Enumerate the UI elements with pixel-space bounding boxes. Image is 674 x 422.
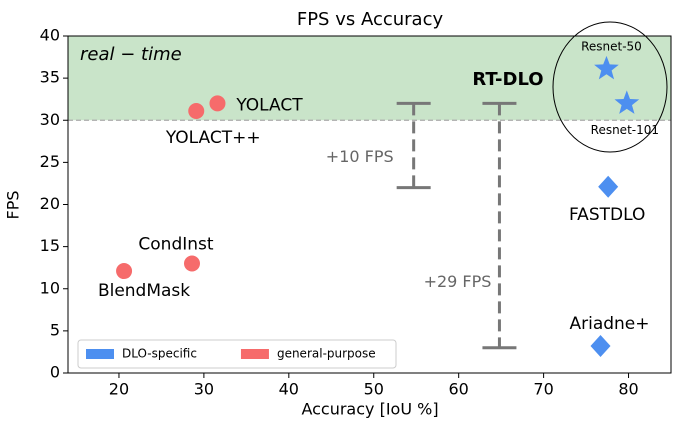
x-tick-label: 20 bbox=[109, 380, 129, 399]
fps-gain-bar bbox=[396, 101, 431, 190]
legend-swatch bbox=[86, 349, 114, 359]
circle-point bbox=[183, 255, 200, 272]
fps-gain-bar bbox=[482, 101, 517, 350]
point-label: YOLACT bbox=[235, 95, 303, 115]
y-tick-label: 20 bbox=[40, 194, 60, 213]
y-tick-label: 10 bbox=[40, 278, 60, 297]
legend-label: general-purpose bbox=[277, 347, 376, 361]
point-label: CondInst bbox=[138, 234, 213, 254]
gain-label: +10 FPS bbox=[326, 147, 394, 166]
point-label: BlendMask bbox=[98, 281, 190, 301]
y-tick-label: 5 bbox=[50, 320, 60, 339]
diamond-point bbox=[590, 335, 611, 358]
plot-frame bbox=[67, 35, 672, 374]
legend-label: DLO-specific bbox=[122, 347, 197, 361]
y-tick-label: 25 bbox=[40, 152, 60, 171]
circle-point bbox=[116, 263, 133, 280]
point-label: Resnet-101 bbox=[591, 123, 659, 137]
point-label: Ariadne+ bbox=[569, 314, 649, 334]
circle-point bbox=[188, 102, 205, 119]
legend-swatch bbox=[240, 349, 269, 359]
y-tick-label: 15 bbox=[40, 236, 60, 255]
chart-title: FPS vs Accuracy bbox=[297, 9, 444, 30]
circle-point bbox=[209, 95, 226, 112]
point-label: Resnet-50 bbox=[581, 39, 642, 53]
x-tick-label: 30 bbox=[194, 380, 214, 399]
x-tick-label: 60 bbox=[448, 380, 468, 399]
realtime-region bbox=[68, 36, 671, 121]
x-tick-label: 70 bbox=[533, 380, 553, 399]
point-label: FASTDLO bbox=[569, 205, 645, 225]
star-point bbox=[614, 90, 640, 114]
backbone-ellipse bbox=[552, 21, 668, 153]
x-tick-label: 80 bbox=[618, 380, 638, 399]
gain-label: +29 FPS bbox=[424, 272, 492, 291]
y-tick-label: 0 bbox=[50, 363, 60, 382]
y-tick-label: 35 bbox=[40, 68, 60, 87]
x-tick-label: 50 bbox=[364, 380, 384, 399]
y-tick-label: 40 bbox=[40, 26, 60, 45]
x-axis-label: Accuracy [IoU %] bbox=[301, 400, 438, 419]
y-axis-label: FPS bbox=[4, 190, 23, 219]
highlight-label: RT-DLO bbox=[472, 69, 543, 90]
y-tick-label: 30 bbox=[40, 110, 60, 129]
x-tick-label: 40 bbox=[279, 380, 299, 399]
legend-box bbox=[77, 339, 397, 369]
star-point bbox=[594, 55, 619, 80]
region-label: real − time bbox=[80, 44, 182, 65]
point-label: YOLACT++ bbox=[165, 128, 261, 148]
diamond-point bbox=[598, 175, 619, 198]
